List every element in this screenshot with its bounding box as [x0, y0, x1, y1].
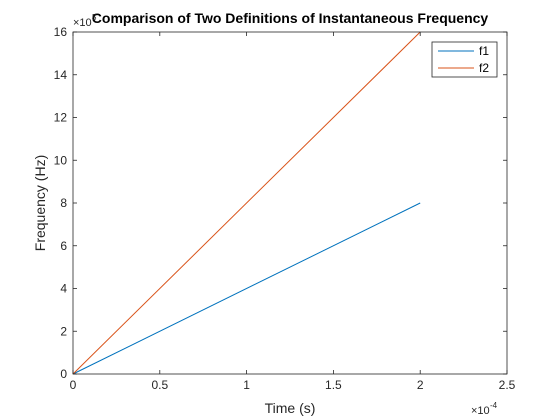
x-tick-label: 0.5 [151, 378, 168, 392]
x-tick-label: 1.5 [325, 378, 342, 392]
x-tick-label: 2 [417, 378, 424, 392]
x-tick-label: 2.5 [499, 378, 516, 392]
y-tick-label: 2 [60, 324, 67, 338]
y-multiplier-exponent: 5 [92, 13, 97, 22]
legend-box [431, 41, 498, 78]
ticks-layer: 0 0.5 1 1.5 2 2.5 0 2 4 6 8 10 12 14 16 [54, 25, 516, 392]
y-tick-label: 8 [60, 196, 67, 210]
y-tick-label: 10 [54, 153, 68, 167]
y-tick-label: 12 [54, 111, 68, 125]
plot-area [73, 32, 507, 374]
y-multiplier-base: ×10 [73, 17, 92, 29]
series-layer [72, 31, 421, 375]
y-axis-label: Frequency (Hz) [32, 155, 48, 251]
y-tick-label: 16 [54, 25, 68, 39]
series-line-f2 [72, 31, 421, 375]
y-multiplier: ×10 5 [73, 13, 97, 29]
y-tick-label: 14 [54, 68, 68, 82]
legend-label-f2: f2 [479, 61, 489, 75]
x-tick-label: 1 [243, 378, 250, 392]
legend: f1 f2 [431, 41, 498, 78]
x-multiplier-exponent: -4 [490, 401, 498, 410]
x-tick-label: 0 [70, 378, 77, 392]
x-multiplier: ×10 -4 [471, 401, 498, 417]
y-tick-label: 6 [60, 239, 67, 253]
x-multiplier-base: ×10 [471, 405, 490, 417]
series-line-f1 [72, 202, 421, 375]
y-tick-label: 4 [60, 282, 67, 296]
x-axis-label: Time (s) [265, 400, 316, 416]
legend-label-f1: f1 [479, 44, 489, 58]
chart-title: Comparison of Two Definitions of Instant… [92, 10, 489, 26]
y-tick-label: 0 [60, 367, 67, 381]
